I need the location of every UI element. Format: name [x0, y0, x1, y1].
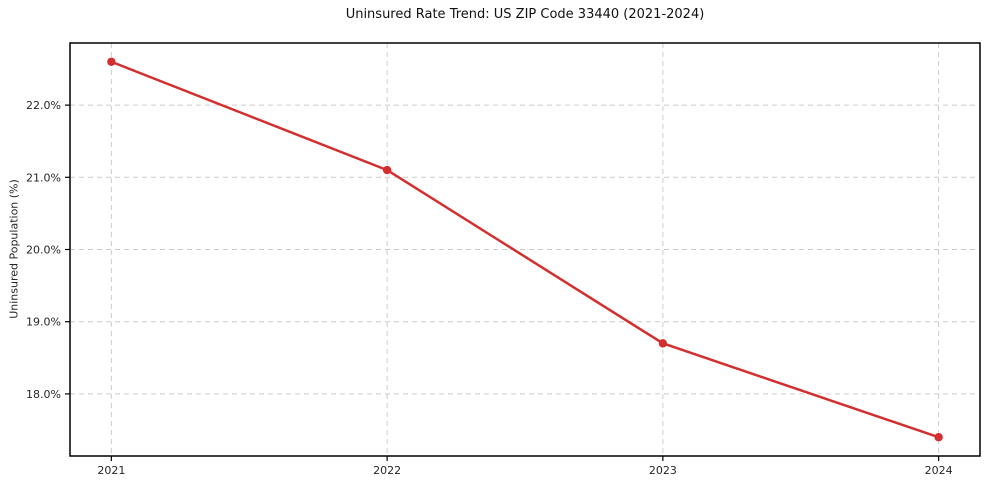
- x-tick-label: 2021: [97, 464, 125, 477]
- x-tick-label: 2023: [649, 464, 677, 477]
- x-tick-label: 2024: [925, 464, 953, 477]
- y-tick-label: 20.0%: [26, 244, 61, 257]
- y-tick-label: 21.0%: [26, 171, 61, 184]
- y-tick-label: 22.0%: [26, 99, 61, 112]
- trend-line: [110, 60, 940, 439]
- x-tick-label: 2022: [373, 464, 401, 477]
- data-point: [934, 433, 943, 442]
- y-tick-label: 18.0%: [26, 388, 61, 401]
- data-point: [382, 165, 392, 175]
- data-point: [107, 57, 116, 66]
- chart-title: Uninsured Rate Trend: US ZIP Code 33440 …: [345, 7, 705, 22]
- data-point: [658, 339, 668, 348]
- y-tick-label: 19.0%: [26, 316, 61, 329]
